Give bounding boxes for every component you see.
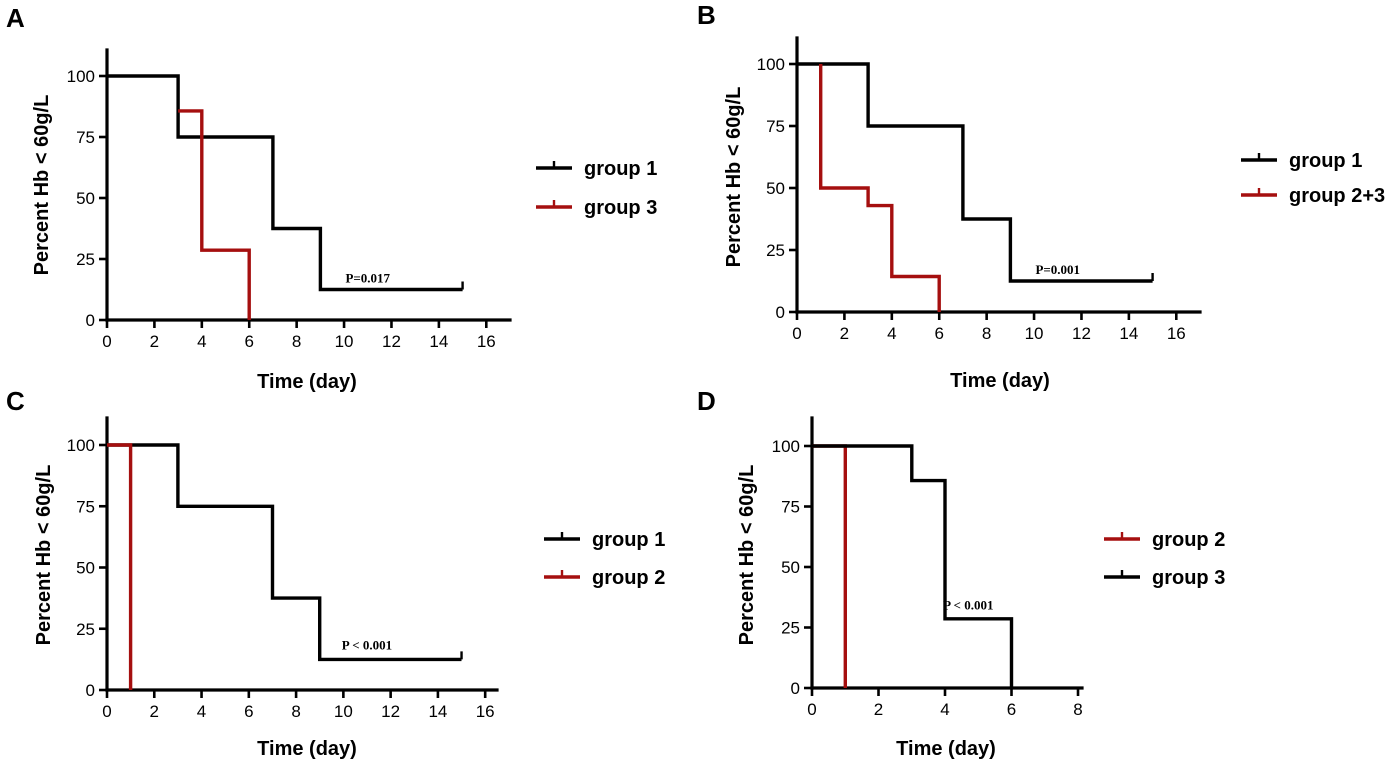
x-tick-label: 12 xyxy=(381,702,400,721)
x-tick-label: 8 xyxy=(292,332,301,351)
x-tick-label: 2 xyxy=(874,700,883,719)
y-tick-label: 50 xyxy=(76,189,95,208)
x-tick-label: 2 xyxy=(150,332,159,351)
panel-letter: B xyxy=(697,0,716,30)
y-tick-label: 100 xyxy=(67,436,95,455)
x-tick-label: 4 xyxy=(197,702,206,721)
x-axis-title: Time (day) xyxy=(257,738,357,760)
p-value-annotation: P=0.001 xyxy=(1035,262,1080,277)
legend-label: group 2+3 xyxy=(1289,185,1385,207)
y-tick-label: 25 xyxy=(766,241,785,260)
x-tick-label: 0 xyxy=(792,324,801,343)
x-tick-label: 12 xyxy=(1072,324,1091,343)
x-tick-label: 10 xyxy=(335,332,354,351)
x-tick-label: 2 xyxy=(150,702,159,721)
legend-label: group 3 xyxy=(584,197,657,219)
panel-letter: C xyxy=(6,386,25,416)
x-tick-label: 6 xyxy=(935,324,944,343)
x-tick-label: 14 xyxy=(429,332,448,351)
x-tick-label: 4 xyxy=(197,332,206,351)
y-axis-title: Percent Hb < 60g/L xyxy=(736,465,758,646)
x-tick-label: 14 xyxy=(428,702,447,721)
y-tick-label: 25 xyxy=(781,619,800,638)
x-tick-label: 14 xyxy=(1119,324,1138,343)
x-tick-label: 16 xyxy=(477,332,496,351)
p-value-annotation: P < 0.001 xyxy=(943,597,993,612)
x-tick-label: 6 xyxy=(244,702,253,721)
legend-item: group 1 xyxy=(544,529,665,551)
x-tick-label: 8 xyxy=(1073,700,1082,719)
p-value-annotation: P < 0.001 xyxy=(342,638,392,653)
series-line-group-3 xyxy=(178,109,251,320)
y-tick-label: 25 xyxy=(76,620,95,639)
y-tick-label: 100 xyxy=(772,437,800,456)
y-axis-title: Percent Hb < 60g/L xyxy=(723,87,745,268)
series-line-group-1 xyxy=(797,62,1153,283)
panel-d: D 0 25 50 75 100 0 2 4 6 8 Time (day) Percent Hb < 6… xyxy=(697,386,1225,760)
legend-label: group 2 xyxy=(592,567,665,589)
y-tick-label: 75 xyxy=(76,497,95,516)
y-tick-label: 0 xyxy=(86,681,95,700)
y-tick-label: 100 xyxy=(67,67,95,86)
series-line-group-3 xyxy=(812,444,1014,688)
x-tick-label: 6 xyxy=(245,332,254,351)
series-line-group-2 xyxy=(812,444,847,688)
legend-item: group 3 xyxy=(1104,567,1225,589)
x-tick-label: 6 xyxy=(1007,700,1016,719)
legend-item: group 1 xyxy=(1241,150,1362,172)
x-tick-label: 4 xyxy=(940,700,949,719)
y-tick-label: 100 xyxy=(757,55,785,74)
x-tick-label: 4 xyxy=(887,324,896,343)
x-tick-label: 10 xyxy=(1025,324,1044,343)
p-value-annotation: P=0.017 xyxy=(345,270,390,285)
y-tick-label: 0 xyxy=(776,303,785,322)
legend-item: group 2 xyxy=(1104,529,1225,551)
panel-a: A 0 25 50 75 100 0 2 4 6 8 10 12 14 16 Time (day) Percen… xyxy=(6,3,657,393)
y-tick-label: 75 xyxy=(766,117,785,136)
x-axis-title: Time (day) xyxy=(950,370,1050,392)
legend-label: group 2 xyxy=(1152,529,1225,551)
x-axis-title: Time (day) xyxy=(896,738,996,760)
panel-b: B 0 25 50 75 100 0 2 4 6 8 10 12 14 16 Time (day) Percen… xyxy=(697,0,1385,392)
legend-item: group 3 xyxy=(536,197,657,219)
series-line-group-2-3 xyxy=(819,64,941,312)
x-tick-label: 8 xyxy=(291,702,300,721)
x-tick-label: 0 xyxy=(102,702,111,721)
y-tick-label: 50 xyxy=(766,179,785,198)
x-tick-label: 16 xyxy=(1167,324,1186,343)
panel-letter: D xyxy=(697,386,716,416)
legend-item: group 1 xyxy=(536,158,657,180)
legend-label: group 1 xyxy=(1289,150,1362,172)
x-tick-label: 0 xyxy=(807,700,816,719)
y-tick-label: 25 xyxy=(76,250,95,269)
y-tick-label: 0 xyxy=(791,679,800,698)
y-tick-label: 75 xyxy=(76,128,95,147)
panel-letter: A xyxy=(6,3,25,33)
y-tick-label: 0 xyxy=(86,311,95,330)
y-tick-label: 75 xyxy=(781,498,800,517)
legend-label: group 3 xyxy=(1152,567,1225,589)
legend-label: group 1 xyxy=(592,529,665,551)
legend-item: group 2+3 xyxy=(1241,185,1385,207)
x-tick-label: 12 xyxy=(382,332,401,351)
y-tick-label: 50 xyxy=(781,558,800,577)
x-tick-label: 16 xyxy=(476,702,495,721)
legend-label: group 1 xyxy=(584,158,657,180)
series-line-group-1 xyxy=(107,443,462,662)
x-tick-label: 10 xyxy=(334,702,353,721)
legend-item: group 2 xyxy=(544,567,665,589)
x-axis-title: Time (day) xyxy=(257,371,357,393)
x-tick-label: 2 xyxy=(840,324,849,343)
panel-c: C 0 25 50 75 100 0 2 4 6 8 10 12 14 16 Time (day) Percen… xyxy=(6,386,665,760)
y-axis-title: Percent Hb < 60g/L xyxy=(31,95,53,276)
y-axis-title: Percent Hb < 60g/L xyxy=(33,465,55,646)
series-line-group-1 xyxy=(107,74,463,292)
x-tick-label: 8 xyxy=(982,324,991,343)
series-line-group-2 xyxy=(107,443,133,690)
y-tick-label: 50 xyxy=(76,559,95,578)
x-tick-label: 0 xyxy=(102,332,111,351)
